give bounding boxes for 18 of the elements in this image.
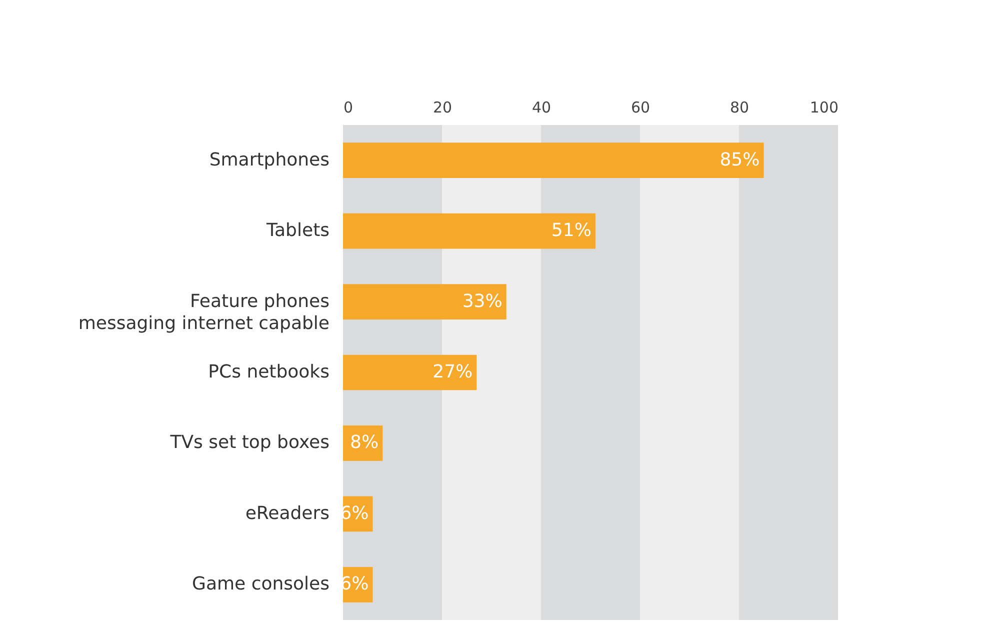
x-tick-label: 0 <box>344 98 354 116</box>
y-tick-label: Smartphones <box>209 149 330 170</box>
data-label: 8% <box>350 432 379 454</box>
y-tick-label: Feature phones messaging internet capable <box>78 290 330 334</box>
data-label: 51% <box>551 220 592 242</box>
y-tick-label: Tablets <box>266 220 330 242</box>
x-tick-label: 60 <box>630 98 650 116</box>
y-tick-label: TVs set top boxes <box>169 432 330 454</box>
x-tick-label: 20 <box>432 98 452 116</box>
x-tick-label: 40 <box>532 98 552 116</box>
data-label: 33% <box>462 290 502 312</box>
data-label: 85% <box>720 149 760 170</box>
x-tick-label: 100 <box>810 98 838 116</box>
data-label: 27% <box>432 362 473 382</box>
y-tick-label: Game consoles <box>192 574 330 595</box>
y-tick-label: eReaders <box>245 502 330 524</box>
x-tick-label: 80 <box>730 98 750 116</box>
y-tick-label: PCs netbooks <box>208 362 330 382</box>
